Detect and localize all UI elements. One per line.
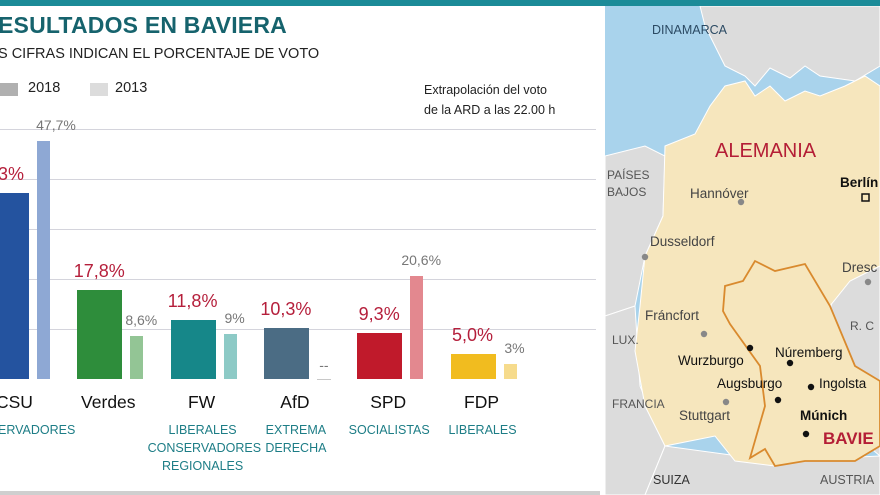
city-dot-icon xyxy=(774,396,782,404)
map-label-munich: Múnich xyxy=(800,408,847,423)
chart-title: ESULTADOS EN BAVIERA xyxy=(0,12,287,38)
bar-2013-csu xyxy=(37,140,50,379)
party-descriptor: LIBERALES CONSERVADORES REGIONALES xyxy=(147,423,262,473)
city-dot-icon xyxy=(746,344,754,352)
map-label-czech: R. C xyxy=(850,319,874,333)
denmark-shape xyxy=(699,6,880,87)
map-label-germany: ALEMANIA xyxy=(715,140,817,162)
bar-2018-spd xyxy=(357,332,403,379)
bar-2018-verdes xyxy=(77,290,123,379)
value-label-2018: 17,8% xyxy=(73,261,125,281)
bar-2018-csu xyxy=(0,192,29,379)
city-dot-icon xyxy=(722,398,730,406)
map-label-france: FRANCIA xyxy=(612,397,665,411)
map-label-wurzburg: Wurzburgo xyxy=(678,353,744,368)
map-label-dresden: Dresc xyxy=(842,260,878,275)
map-label-netherlands_2: BAJOS xyxy=(607,185,646,199)
value-label-2013: 20,6% xyxy=(401,252,442,268)
gridline xyxy=(0,129,596,130)
map-label-austria: AUSTRIA xyxy=(820,473,875,487)
value-label-2013: 9% xyxy=(224,310,245,326)
value-label-2013: -- xyxy=(319,357,329,373)
gridline xyxy=(0,279,596,280)
bar-2013-fw xyxy=(223,334,237,379)
source-note-line-2: de la ARD a las 22.00 h xyxy=(424,103,556,117)
source-note: Extrapolación del voto de la ARD a las 2… xyxy=(424,80,555,120)
value-label-2018: 5,0% xyxy=(451,325,494,345)
bar-2013-spd xyxy=(410,276,424,379)
legend-label-2013: 2013 xyxy=(115,80,148,96)
map-label-frankfurt: Fráncfort xyxy=(645,308,699,323)
value-label-2018: 9,3% xyxy=(358,303,400,324)
bavaria-border xyxy=(722,259,880,467)
bar-2018-fdp xyxy=(450,354,496,379)
city-dot-icon xyxy=(737,198,745,206)
legend-swatch-2018 xyxy=(0,83,18,96)
capital-square-icon xyxy=(861,193,870,202)
map-label-stuttgart: Stuttgart xyxy=(679,408,730,423)
bar-2018-afd xyxy=(263,327,309,379)
map-label-ingolstadt: Ingolsta xyxy=(819,376,867,391)
bar-2018-fw xyxy=(170,320,216,379)
map-label-bavaria: BAVIE xyxy=(823,429,874,448)
legend-label-2018: 2018 xyxy=(28,80,61,96)
party-descriptor: LIBERALES xyxy=(448,423,517,437)
bar-2013-fdp xyxy=(503,364,517,379)
party-name: CSU xyxy=(0,392,33,412)
bavaria-location-map: DINAMARCA ALEMANIA PAÍSES BAJOS Berlín Hannóv… xyxy=(605,6,880,495)
value-label-2018: 10,3% xyxy=(260,298,312,319)
chart-subtitle: S CIFRAS INDICAN EL PORCENTAJE DE VOTO xyxy=(0,46,320,62)
city-dot-icon xyxy=(807,383,815,391)
map-label-dusseldorf: Dusseldorf xyxy=(650,234,715,249)
top-accent-bar xyxy=(0,0,880,6)
party-name: FDP xyxy=(464,392,499,412)
bottom-divider xyxy=(0,491,600,495)
map-label-netherlands_1: PAÍSES xyxy=(607,167,649,182)
map-label-nuremberg: Núremberg xyxy=(775,345,843,360)
bar-chart: ESULTADOS EN BAVIERA S CIFRAS INDICAN EL… xyxy=(0,12,600,495)
party-name: AfD xyxy=(280,392,310,412)
party-descriptor: EXTREMA DERECHA xyxy=(265,423,327,455)
party-name: SPD xyxy=(370,392,407,412)
value-label-2018: 3% xyxy=(0,163,25,184)
map-label-berlin: Berlín xyxy=(840,175,878,190)
party-descriptor: SOCIALISTAS xyxy=(348,423,430,437)
gridline xyxy=(0,229,596,230)
legend-swatch-2013 xyxy=(90,83,108,96)
value-label-2013: 8,6% xyxy=(125,312,158,328)
city-dot-icon xyxy=(802,430,810,438)
city-dot-icon xyxy=(786,359,794,367)
city-dot-icon xyxy=(641,253,649,261)
city-dot-icon xyxy=(700,330,708,338)
party-descriptor: ERVADORES xyxy=(0,423,76,437)
bar-2013-verdes xyxy=(130,336,144,379)
map-label-lux: LUX. xyxy=(612,333,639,347)
map-label-hannover: Hannóver xyxy=(690,186,749,201)
city-dot-icon xyxy=(864,278,872,286)
party-name: Verdes xyxy=(81,392,136,412)
map-label-switzerland: SUIZA xyxy=(653,473,690,487)
party-name: FW xyxy=(187,392,216,412)
map-label-denmark: DINAMARCA xyxy=(652,23,728,37)
bar-2013-afd xyxy=(316,379,331,380)
map-label-augsburg: Augsburgo xyxy=(717,376,782,391)
value-label-2018: 11,8% xyxy=(167,291,218,311)
value-label-2013: 3% xyxy=(504,340,525,356)
source-note-line-1: Extrapolación del voto xyxy=(424,83,547,97)
gridline xyxy=(0,179,596,180)
value-label-2013: 47,7% xyxy=(36,116,76,133)
